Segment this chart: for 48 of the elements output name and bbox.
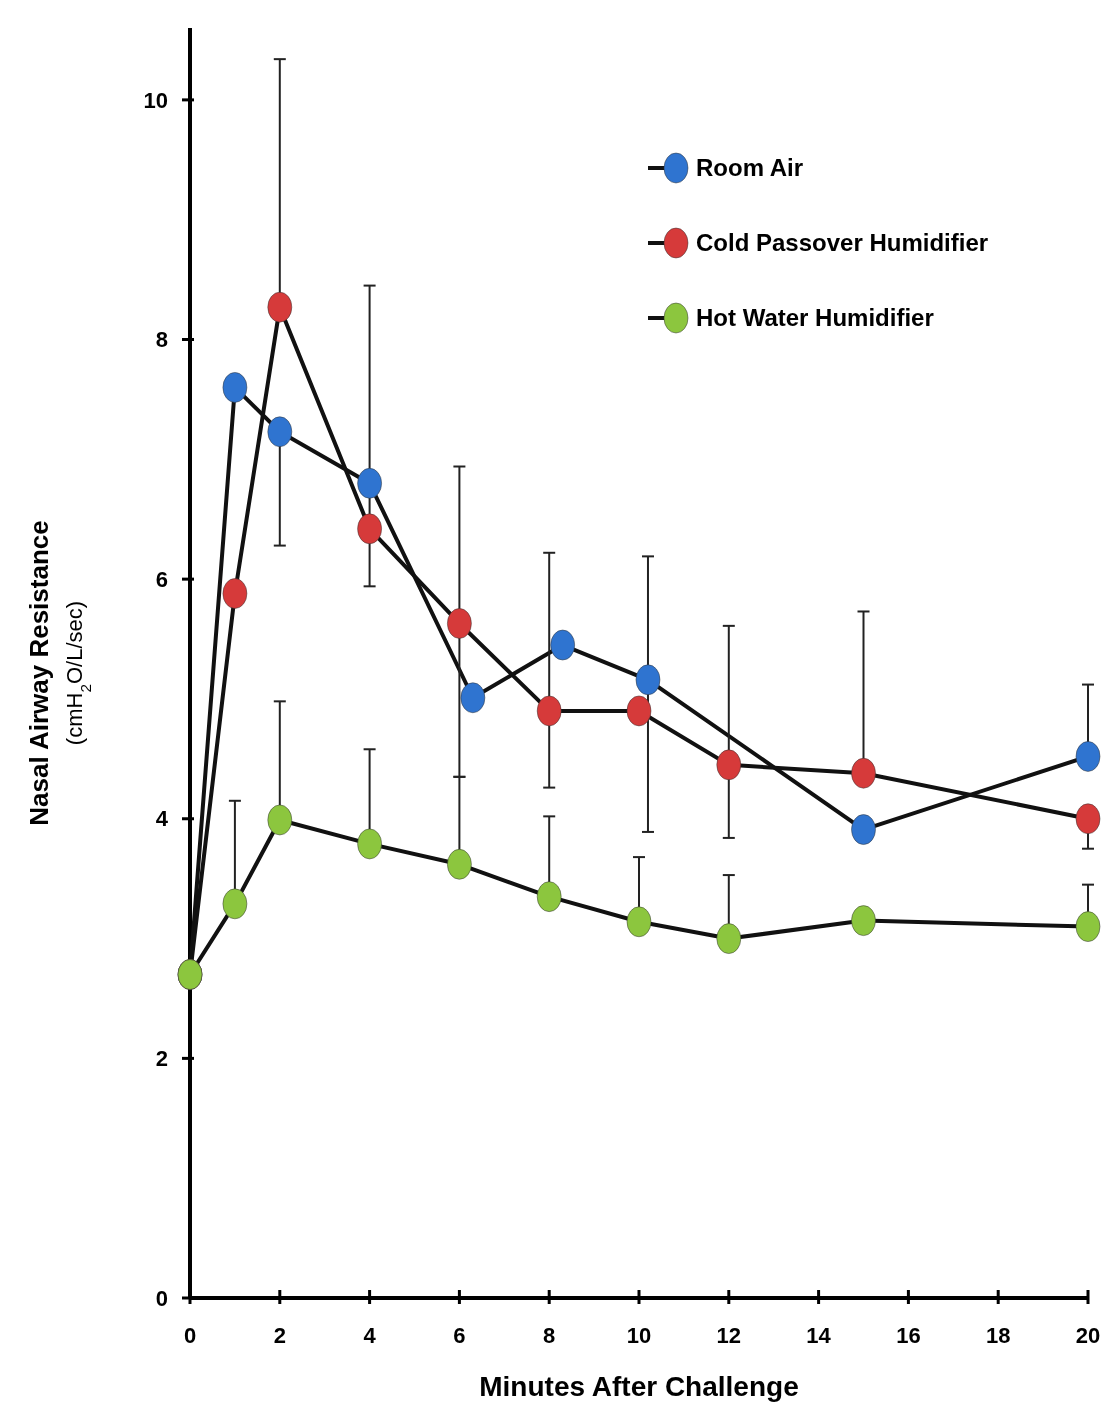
x-tick-label: 4 — [363, 1323, 377, 1348]
x-tick-label: 12 — [716, 1323, 742, 1348]
legend-label: Cold Passover Humidifier — [696, 229, 989, 257]
x-axis-title: Minutes After Challenge — [479, 1371, 799, 1402]
point — [357, 468, 382, 499]
x-tick-label: 14 — [806, 1323, 832, 1348]
y-axis-title: Nasal Airway Resistance — [24, 520, 54, 826]
point — [460, 682, 486, 713]
point — [536, 881, 562, 912]
point — [447, 849, 472, 880]
x-tick-label: 0 — [183, 1323, 197, 1348]
point — [550, 629, 575, 661]
x-tick-label: 8 — [543, 1323, 556, 1348]
legend-label: Hot Water Humidifier — [696, 304, 934, 332]
point — [716, 749, 742, 781]
point — [635, 664, 661, 696]
point — [1075, 741, 1101, 772]
x-tick-label: 2 — [273, 1323, 286, 1348]
point — [222, 578, 248, 609]
point — [222, 888, 248, 920]
point — [536, 695, 562, 727]
point — [357, 828, 382, 860]
point — [267, 291, 293, 323]
point — [222, 372, 248, 403]
point — [851, 905, 876, 936]
point — [447, 608, 472, 639]
point — [716, 923, 742, 954]
legend-label: Room Air — [696, 154, 804, 182]
x-tick-label: 6 — [453, 1323, 466, 1348]
point — [267, 804, 293, 836]
x-tick-label: 10 — [626, 1323, 652, 1348]
x-tick-label: 16 — [896, 1323, 921, 1348]
point — [626, 906, 652, 938]
x-tick-label: 18 — [985, 1323, 1011, 1348]
point — [851, 814, 876, 845]
y-tick-label: 8 — [155, 327, 168, 353]
y-tick-label: 0 — [155, 1285, 168, 1311]
x-tick-label: 20 — [1075, 1323, 1101, 1348]
point — [357, 513, 382, 545]
y-tick-label: 4 — [155, 806, 169, 832]
point — [1075, 911, 1101, 942]
y-tick-label: 10 — [143, 87, 168, 113]
point — [1075, 803, 1101, 835]
point — [851, 757, 876, 789]
point — [267, 416, 293, 448]
point — [626, 695, 652, 727]
y-tick-label: 6 — [155, 566, 168, 592]
y-tick-label: 2 — [155, 1046, 168, 1072]
